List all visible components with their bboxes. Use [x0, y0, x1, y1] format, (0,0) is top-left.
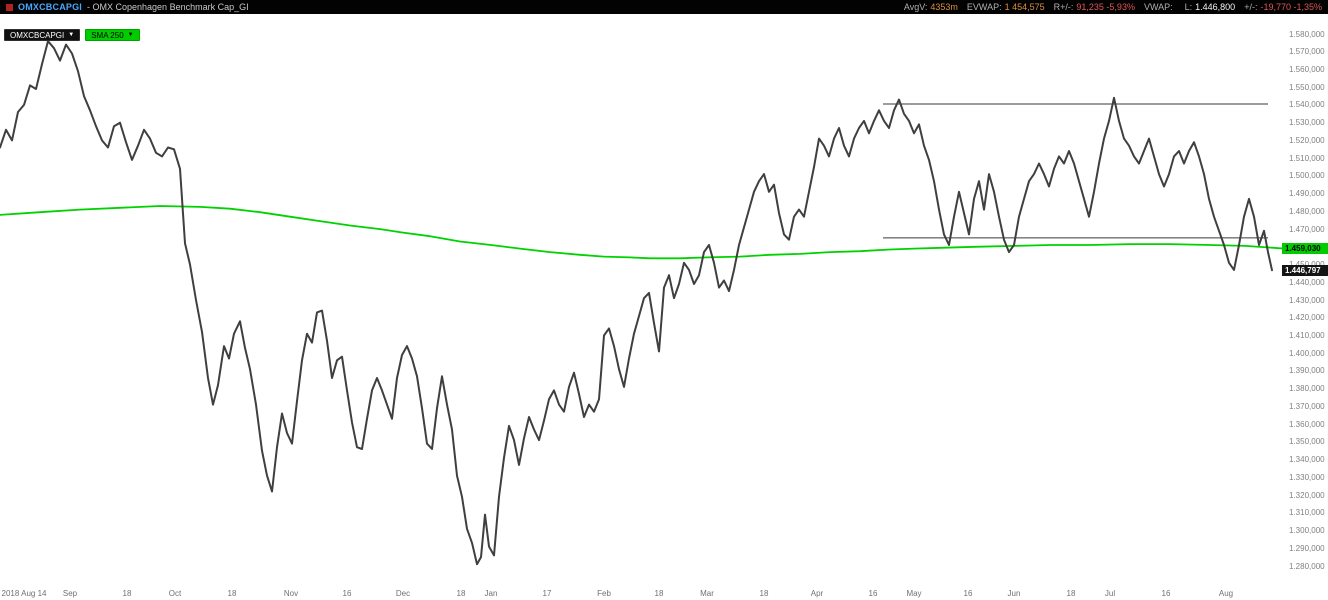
y-axis-label: 1.550,000	[1289, 82, 1325, 92]
y-axis-label: 1.540,000	[1289, 100, 1325, 110]
topbar-stat: EVWAP: 1 454,575	[967, 2, 1045, 12]
y-axis-label: 1.420,000	[1289, 313, 1325, 323]
y-axis-label: 1.510,000	[1289, 153, 1325, 163]
x-axis-label: Oct	[168, 589, 182, 598]
x-axis-label: 18	[122, 589, 132, 598]
y-axis-label: 1.490,000	[1289, 189, 1325, 199]
price-axis[interactable]: 1.580,000 1.570,000 1.560,000 1.550,000 1.54…	[1282, 14, 1328, 588]
sma-line	[0, 205, 1286, 260]
y-axis-label: 1.350,000	[1289, 437, 1325, 447]
x-axis-label: Feb	[597, 589, 611, 598]
y-axis-label: 1.280,000	[1289, 561, 1325, 571]
y-axis-label: 1.580,000	[1289, 29, 1325, 39]
x-axis-label: May	[906, 589, 922, 598]
stat-label: VWAP:	[1143, 2, 1173, 12]
sma-selector-button[interactable]: SMA 250 ▼	[85, 29, 140, 41]
price-line	[0, 40, 1273, 566]
chart-toolbar: OMXCBCAPGI ▼ SMA 250 ▼	[4, 29, 140, 41]
stat-label: +/-:	[1244, 2, 1258, 12]
y-axis-label: 1.310,000	[1289, 508, 1325, 518]
y-axis-label: 1.530,000	[1289, 118, 1325, 128]
chart-area[interactable]: 1.580,000 1.570,000 1.560,000 1.550,000 1.54…	[0, 14, 1328, 600]
topbar-stat: R+/-: 91,235 -5,93%	[1054, 2, 1135, 12]
topbar-stat: L: 1.446,800	[1185, 2, 1236, 12]
y-axis-label: 1.360,000	[1289, 419, 1325, 429]
x-axis-label: 18	[654, 589, 664, 598]
instrument-selector-button[interactable]: OMXCBCAPGI ▼	[4, 29, 81, 41]
y-axis-label: 1.390,000	[1289, 366, 1325, 376]
price-chart[interactable]	[0, 14, 1286, 588]
x-axis-label: Jul	[1104, 589, 1116, 598]
topbar-stats: AvgV: 4353m EVWAP: 1 454,575 R+/-: 91,235 -5,…	[904, 2, 1322, 12]
sma-selector-label: SMA 250	[91, 30, 124, 40]
y-axis-label: 1.560,000	[1289, 64, 1325, 74]
x-axis-label: Jun	[1007, 589, 1021, 598]
x-axis-label: 16	[963, 589, 973, 598]
stat-value: 4353m	[930, 2, 958, 12]
y-axis-label: 1.450,000	[1289, 260, 1325, 269]
x-axis-label: 18	[456, 589, 466, 598]
chevron-down-icon: ▼	[127, 32, 134, 38]
x-axis-label: 2018 Aug 14	[1, 589, 47, 598]
topbar-stat: +/-: -19,770 -1,35%	[1244, 2, 1322, 12]
x-axis-label: 17	[542, 589, 552, 598]
x-axis-label: 18	[1066, 589, 1076, 598]
stat-value: 91,235 -5,93%	[1076, 2, 1135, 12]
stat-label: L:	[1184, 2, 1193, 12]
y-axis-label: 1.300,000	[1289, 526, 1325, 536]
stat-label: R+/-:	[1053, 2, 1074, 12]
instrument-code: OMXCBCAPGI	[18, 2, 83, 12]
y-axis-label: 1.320,000	[1289, 490, 1325, 500]
x-axis-label: 18	[759, 589, 769, 598]
x-axis-label: 18	[227, 589, 237, 598]
x-axis-label: 16	[1161, 589, 1171, 598]
stat-value: 1 454,575	[1004, 2, 1045, 12]
instrument-title: OMXCBCAPGI - OMX Copenhagen Benchmark Ca…	[6, 2, 249, 12]
last-price-tag: 1.446,797	[1282, 264, 1328, 276]
instrument-selector-label: OMXCBCAPGI	[10, 30, 65, 40]
x-axis-label: Aug	[1218, 589, 1234, 598]
y-axis-label: 1.430,000	[1289, 295, 1325, 305]
stat-value: -19,770 -1,35%	[1260, 2, 1322, 12]
y-axis-label: 1.500,000	[1289, 171, 1325, 181]
x-axis-label: Sep	[62, 589, 78, 598]
topbar-stat: VWAP:	[1144, 2, 1176, 12]
y-axis-label: 1.380,000	[1289, 384, 1325, 394]
stat-label: AvgV:	[903, 2, 928, 12]
y-axis-label: 1.340,000	[1289, 455, 1325, 465]
x-axis-label: Nov	[283, 589, 299, 598]
window-header: OMXCBCAPGI - OMX Copenhagen Benchmark Ca…	[0, 0, 1328, 14]
x-axis-label: Dec	[395, 589, 411, 598]
y-axis-label: 1.570,000	[1289, 47, 1325, 57]
y-axis-label: 1.290,000	[1289, 543, 1325, 553]
y-axis-label: 1.330,000	[1289, 472, 1325, 482]
y-axis-label: 1.480,000	[1289, 206, 1325, 216]
instrument-status-icon	[6, 3, 13, 11]
y-axis-label: 1.410,000	[1289, 330, 1325, 340]
topbar-stat: AvgV: 4353m	[904, 2, 958, 12]
x-axis-label: Mar	[700, 589, 714, 598]
x-axis-label: 16	[868, 589, 878, 598]
time-axis[interactable]: 2018 Aug 14 Sep 18 Oct 18 Nov 16 Dec 18 Jan 17 Feb 1…	[0, 588, 1286, 600]
instrument-name: - OMX Copenhagen Benchmark Cap_GI	[87, 2, 249, 12]
x-axis-label: Apr	[810, 589, 824, 598]
y-axis-label: 1.470,000	[1289, 224, 1325, 234]
y-axis-label: 1.520,000	[1289, 135, 1325, 145]
x-axis-label: Jan	[484, 589, 498, 598]
stat-label: EVWAP:	[966, 2, 1002, 12]
y-axis-label: 1.400,000	[1289, 348, 1325, 358]
sma-price-tag: 1.459,030	[1282, 243, 1328, 255]
y-axis-label: 1.440,000	[1289, 277, 1325, 287]
y-axis-label: 1.370,000	[1289, 401, 1325, 411]
stat-value: 1.446,800	[1195, 2, 1236, 12]
chevron-down-icon: ▼	[68, 32, 75, 38]
x-axis-label: 16	[342, 589, 352, 598]
